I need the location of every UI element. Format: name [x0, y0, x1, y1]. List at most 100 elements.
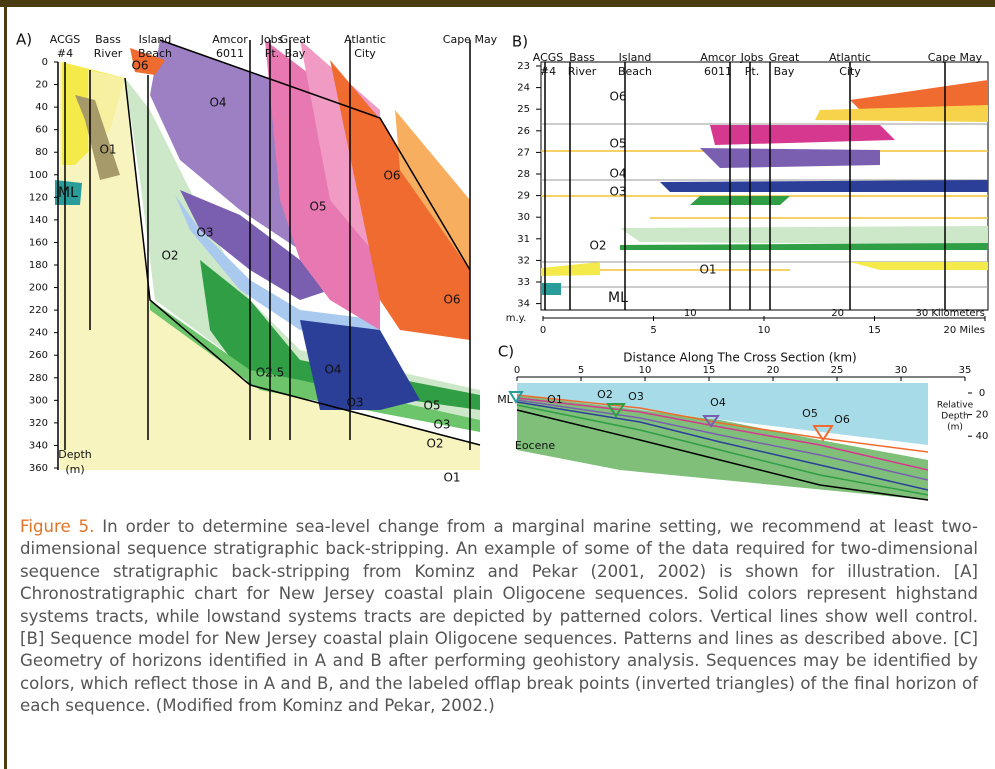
well-label: Jobs: [260, 33, 284, 46]
age-tick-label: 32: [517, 255, 530, 266]
depth-tick-label: 80: [35, 147, 48, 158]
sequence-label: O5: [423, 399, 440, 413]
sequence-label: O3: [196, 226, 213, 240]
well-label: Island: [619, 51, 652, 64]
section-label: O3: [628, 390, 644, 403]
well-label: Amcor: [212, 33, 248, 46]
sequence-label: O3: [433, 418, 450, 432]
well-label: Bass: [569, 51, 595, 64]
depth-tick-label: 0: [42, 57, 48, 68]
sequence-label: O2.5: [256, 366, 285, 380]
x-tick-label: 30: [895, 365, 908, 376]
depth-tick-label: 160: [29, 237, 48, 248]
sequence-label: O2: [426, 437, 443, 451]
sequence-label: O3: [346, 396, 363, 410]
sequence-label: O1: [99, 143, 116, 157]
age-unit: m.y.: [506, 313, 527, 324]
sequence-label: O5: [309, 200, 326, 214]
well-label: Cape May: [928, 51, 983, 64]
depth-tick-label: 40: [976, 431, 989, 442]
frame-left: [4, 0, 7, 769]
km-tick-label: 30 Kilometers: [915, 308, 984, 319]
sequence-label: O6: [383, 169, 400, 183]
mile-tick-label: 15: [868, 325, 881, 336]
x-tick-label: 35: [959, 365, 972, 376]
well-label: Atlantic: [344, 33, 386, 46]
panel-label: C): [498, 343, 514, 361]
depth-tick-label: 200: [29, 283, 48, 294]
frame-top: [0, 0, 995, 7]
panel-a-art: [55, 39, 481, 470]
well-label: Bay: [285, 47, 306, 60]
mile-tick-label: 5: [650, 325, 656, 336]
sequence-label: O4: [209, 96, 226, 110]
sequence-label: O4: [609, 167, 626, 181]
section-label: O6: [834, 413, 850, 426]
panel-c-art: [508, 376, 965, 501]
depth-tick-label: 240: [29, 328, 48, 339]
section-label: O4: [710, 396, 726, 409]
age-tick-label: 33: [517, 277, 530, 288]
x-tick-label: 20: [767, 365, 780, 376]
well-label: Great: [280, 33, 311, 46]
age-tick-label: 30: [517, 212, 530, 223]
panel-label: A): [16, 31, 32, 49]
figure: A) ACGS#4BassRiverIslandBeachAmcor6011Job…: [16, 31, 989, 501]
well-label: River: [94, 47, 123, 60]
depth-tick-label: 60: [35, 125, 48, 136]
sequence-label: O2: [589, 239, 606, 253]
depth-tick-label: 280: [29, 373, 48, 384]
sequence-label: ML: [58, 185, 78, 201]
caption: Figure 5. In order to determine sea-leve…: [20, 516, 978, 718]
depth-tick-label: 220: [29, 305, 48, 316]
km-tick-label: 20: [831, 308, 844, 319]
x-tick-label: 5: [578, 365, 584, 376]
x-tick-label: 10: [639, 365, 652, 376]
age-tick-label: 23: [517, 61, 530, 72]
well-label: #4: [57, 47, 73, 60]
caption-figure: Figure 5.: [20, 517, 95, 536]
well-label: 6011: [216, 47, 244, 60]
depth-label: Depth: [941, 412, 968, 422]
well-label: Bay: [774, 65, 795, 78]
depth-tick-label: 40: [35, 102, 48, 113]
sequence-label: O4: [324, 363, 341, 377]
well-label: ACGS: [533, 51, 564, 64]
well-label: City: [839, 65, 861, 78]
section-label: O5: [802, 407, 818, 420]
well-label: Pt.: [265, 47, 279, 60]
depth-tick-label: 20: [976, 410, 989, 421]
depth-tick-label: 360: [29, 463, 48, 474]
age-tick-label: 27: [517, 147, 530, 158]
well-label: #4: [540, 65, 556, 78]
sequence-label: O6: [609, 90, 626, 104]
age-tick-label: 29: [517, 191, 530, 202]
depth-label: (m): [947, 423, 963, 433]
depth-tick-label: 140: [29, 215, 48, 226]
sequence-label: O2: [161, 249, 178, 263]
panel-b-art: [540, 61, 989, 319]
km-tick-label: 10: [684, 308, 697, 319]
depth-tick-label: 180: [29, 260, 48, 271]
sequence-label: ML: [608, 290, 628, 306]
well-label: ACGS: [50, 33, 81, 46]
x-tick-label: 25: [831, 365, 844, 376]
sequence-label: O6: [131, 59, 148, 73]
mile-tick-label: 20 Miles: [944, 325, 985, 336]
well-label: River: [568, 65, 597, 78]
well-label: Pt.: [745, 65, 759, 78]
panel-title: Distance Along The Cross Section (km): [623, 351, 856, 365]
well-label: Beach: [138, 47, 172, 60]
depth-tick-label: 0: [979, 388, 985, 399]
sequence-label: O1: [443, 471, 460, 485]
sequence-label: O6: [443, 293, 460, 307]
depth-tick-label: 120: [29, 192, 48, 203]
x-tick-label: 15: [703, 365, 716, 376]
section-label: ML: [497, 393, 513, 406]
mile-tick-label: 0: [540, 325, 546, 336]
age-tick-label: 34: [517, 299, 530, 310]
age-tick-label: 31: [517, 234, 530, 245]
sequence-label: O1: [699, 263, 716, 277]
well-label: Amcor: [700, 51, 736, 64]
